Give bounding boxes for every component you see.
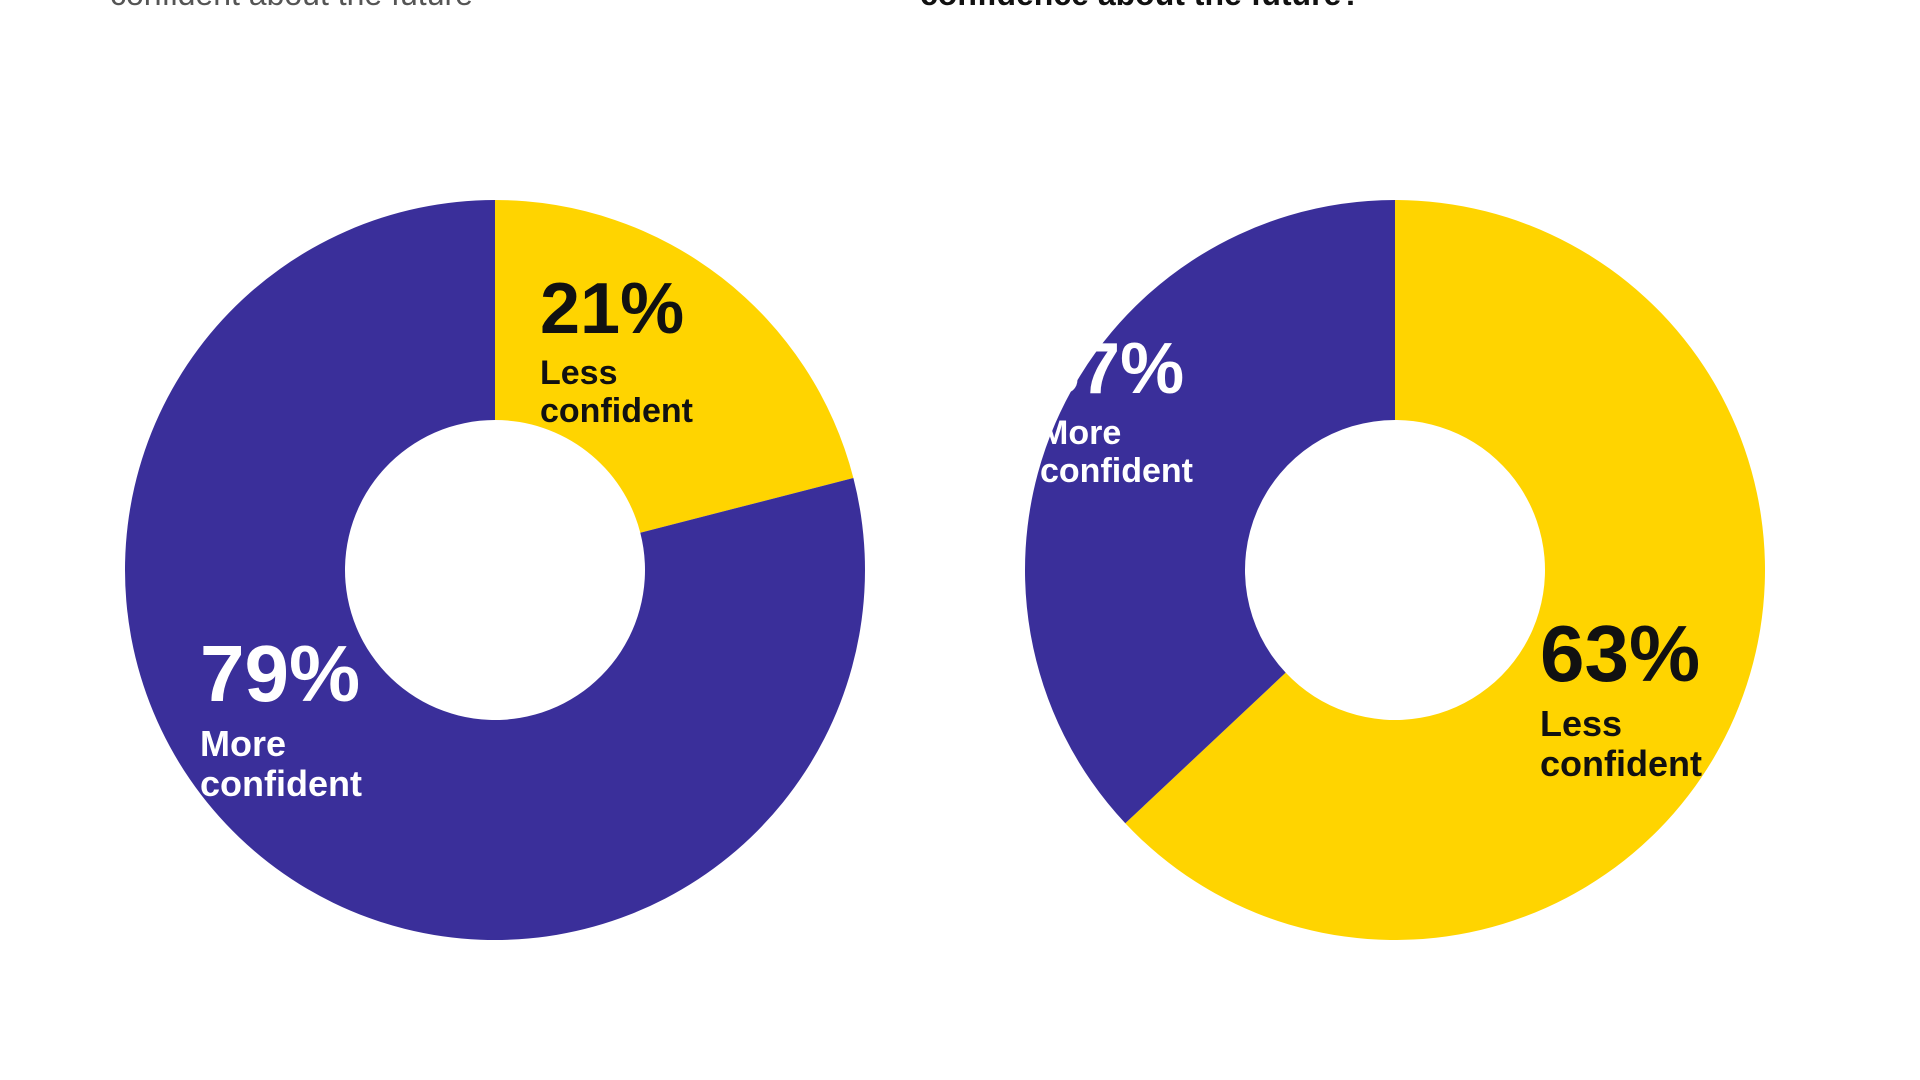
right-pct-more: 37% [1040, 330, 1193, 409]
left-label-more: 79%Moreconfident [200, 630, 362, 803]
left-text-more: Moreconfident [200, 724, 362, 803]
right-pct-less: 63% [1540, 610, 1702, 698]
right-caption-line2-bold: confidence about the future? [920, 0, 1361, 12]
left-text-less: Lessconfident [540, 355, 693, 430]
left-donut [123, 198, 867, 942]
right-text-less: Lessconfident [1540, 704, 1702, 783]
left-label-less: 21%Lessconfident [540, 270, 693, 430]
right-label-less: 63%Lessconfident [1540, 610, 1702, 783]
left-caption-line2: confident about the future [110, 0, 473, 12]
right-caption: EU referendum affected your confidence a… [920, 0, 1361, 16]
left-pct-less: 21% [540, 270, 693, 349]
right-text-more: Moreconfident [1040, 415, 1193, 490]
left-pct-more: 79% [200, 630, 362, 718]
right-label-more: 37%Moreconfident [1040, 330, 1193, 490]
left-caption: 2016 EU referendum now less confident ab… [110, 0, 540, 16]
page-root: 2016 EU referendum now less confident ab… [0, 0, 1920, 1080]
right-donut [1023, 198, 1767, 942]
